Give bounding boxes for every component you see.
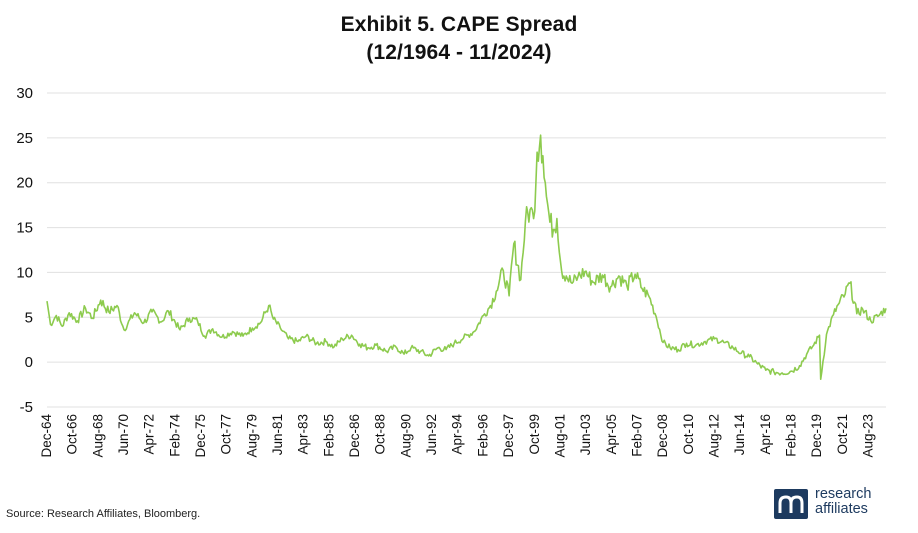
- logo-line2: affiliates: [815, 501, 868, 517]
- x-tick-label: Aug-23: [860, 414, 875, 458]
- x-tick-label: Aug-79: [244, 414, 259, 458]
- x-tick-label: Dec-19: [809, 414, 824, 458]
- y-tick-label: 30: [16, 85, 33, 102]
- x-tick-label: Feb-07: [629, 414, 644, 457]
- x-tick-label: Jun-03: [578, 414, 593, 455]
- cape-spread-series-line: [46, 134, 887, 381]
- x-tick-label: Feb-85: [321, 414, 336, 457]
- x-tick-label: Jun-92: [424, 414, 439, 455]
- y-tick-label: 25: [16, 130, 33, 147]
- x-tick-label: Dec-75: [193, 414, 208, 458]
- x-tick-label: Feb-96: [475, 414, 490, 457]
- x-tick-label: Feb-18: [783, 414, 798, 457]
- x-tick-label: Aug-12: [706, 414, 721, 458]
- logo-wordmark: research affiliates: [815, 487, 871, 517]
- x-tick-label: Apr-72: [142, 414, 157, 455]
- y-tick-label: 0: [25, 354, 33, 371]
- x-tick-label: Apr-83: [296, 414, 311, 455]
- x-tick-label: Oct-21: [835, 414, 850, 455]
- chart-subtitle: (12/1964 - 11/2024): [366, 41, 552, 64]
- x-tick-label: Oct-99: [527, 414, 542, 455]
- y-tick-label: 15: [16, 220, 33, 237]
- x-tick-label: Dec-08: [655, 414, 670, 458]
- logo-line1: research: [815, 486, 872, 502]
- x-tick-label: Jun-14: [732, 414, 747, 456]
- x-tick-label: Aug-68: [90, 414, 105, 458]
- x-tick-label: Oct-66: [65, 414, 80, 455]
- y-tick-label: 20: [16, 175, 33, 192]
- chart-title: Exhibit 5. CAPE Spread: [340, 13, 578, 36]
- x-tick-label: Aug-90: [398, 414, 413, 458]
- x-tick-label: Jun-81: [270, 414, 285, 455]
- x-tick-label: Oct-10: [681, 414, 696, 455]
- y-tick-label: 5: [25, 309, 33, 326]
- y-tick-label: 10: [16, 264, 33, 281]
- research-affiliates-logo-mark-icon: [774, 489, 808, 519]
- x-tick-label: Dec-86: [347, 414, 362, 458]
- x-tick-label: Dec-64: [39, 414, 54, 458]
- x-tick-label: Oct-88: [373, 414, 388, 455]
- x-tick-label: Jun-70: [116, 414, 131, 455]
- x-tick-label: Dec-97: [501, 414, 516, 458]
- x-tick-label: Aug-01: [552, 414, 567, 458]
- x-tick-label: Apr-94: [450, 414, 465, 455]
- x-tick-label: Apr-05: [604, 414, 619, 455]
- x-tick-label: Oct-77: [219, 414, 234, 455]
- x-tick-label: Apr-16: [758, 414, 773, 455]
- y-tick-label: -5: [20, 399, 33, 416]
- source-note: Source: Research Affiliates, Bloomberg.: [6, 508, 201, 520]
- x-tick-label: Feb-74: [167, 414, 182, 457]
